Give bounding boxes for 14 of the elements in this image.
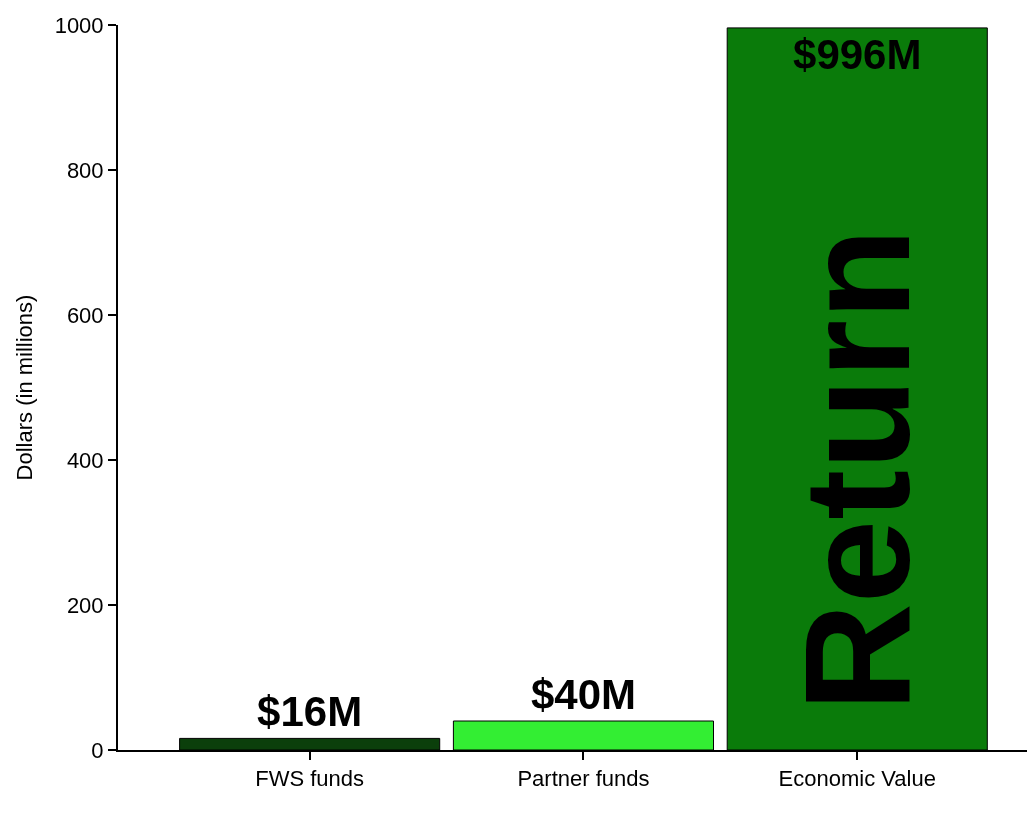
annotation: Return <box>773 228 941 712</box>
data-label: $16M <box>257 688 363 736</box>
data-label: $996M <box>793 30 922 78</box>
y-tick-label: 600 <box>66 302 104 328</box>
y-tick-label: 400 <box>66 447 104 473</box>
y-tick-label: 200 <box>66 592 104 618</box>
x-tick-label: Partner funds <box>517 766 650 792</box>
y-axis-title: Dollars (in millions) <box>11 294 37 481</box>
x-tick-label: Economic Value <box>778 766 936 792</box>
x-tick-label: FWS funds <box>255 766 365 792</box>
y-tick-label: 0 <box>91 737 104 763</box>
y-tick-label: 800 <box>66 157 104 183</box>
y-tick-label: 1000 <box>54 12 104 38</box>
data-label: $40M <box>530 671 636 718</box>
